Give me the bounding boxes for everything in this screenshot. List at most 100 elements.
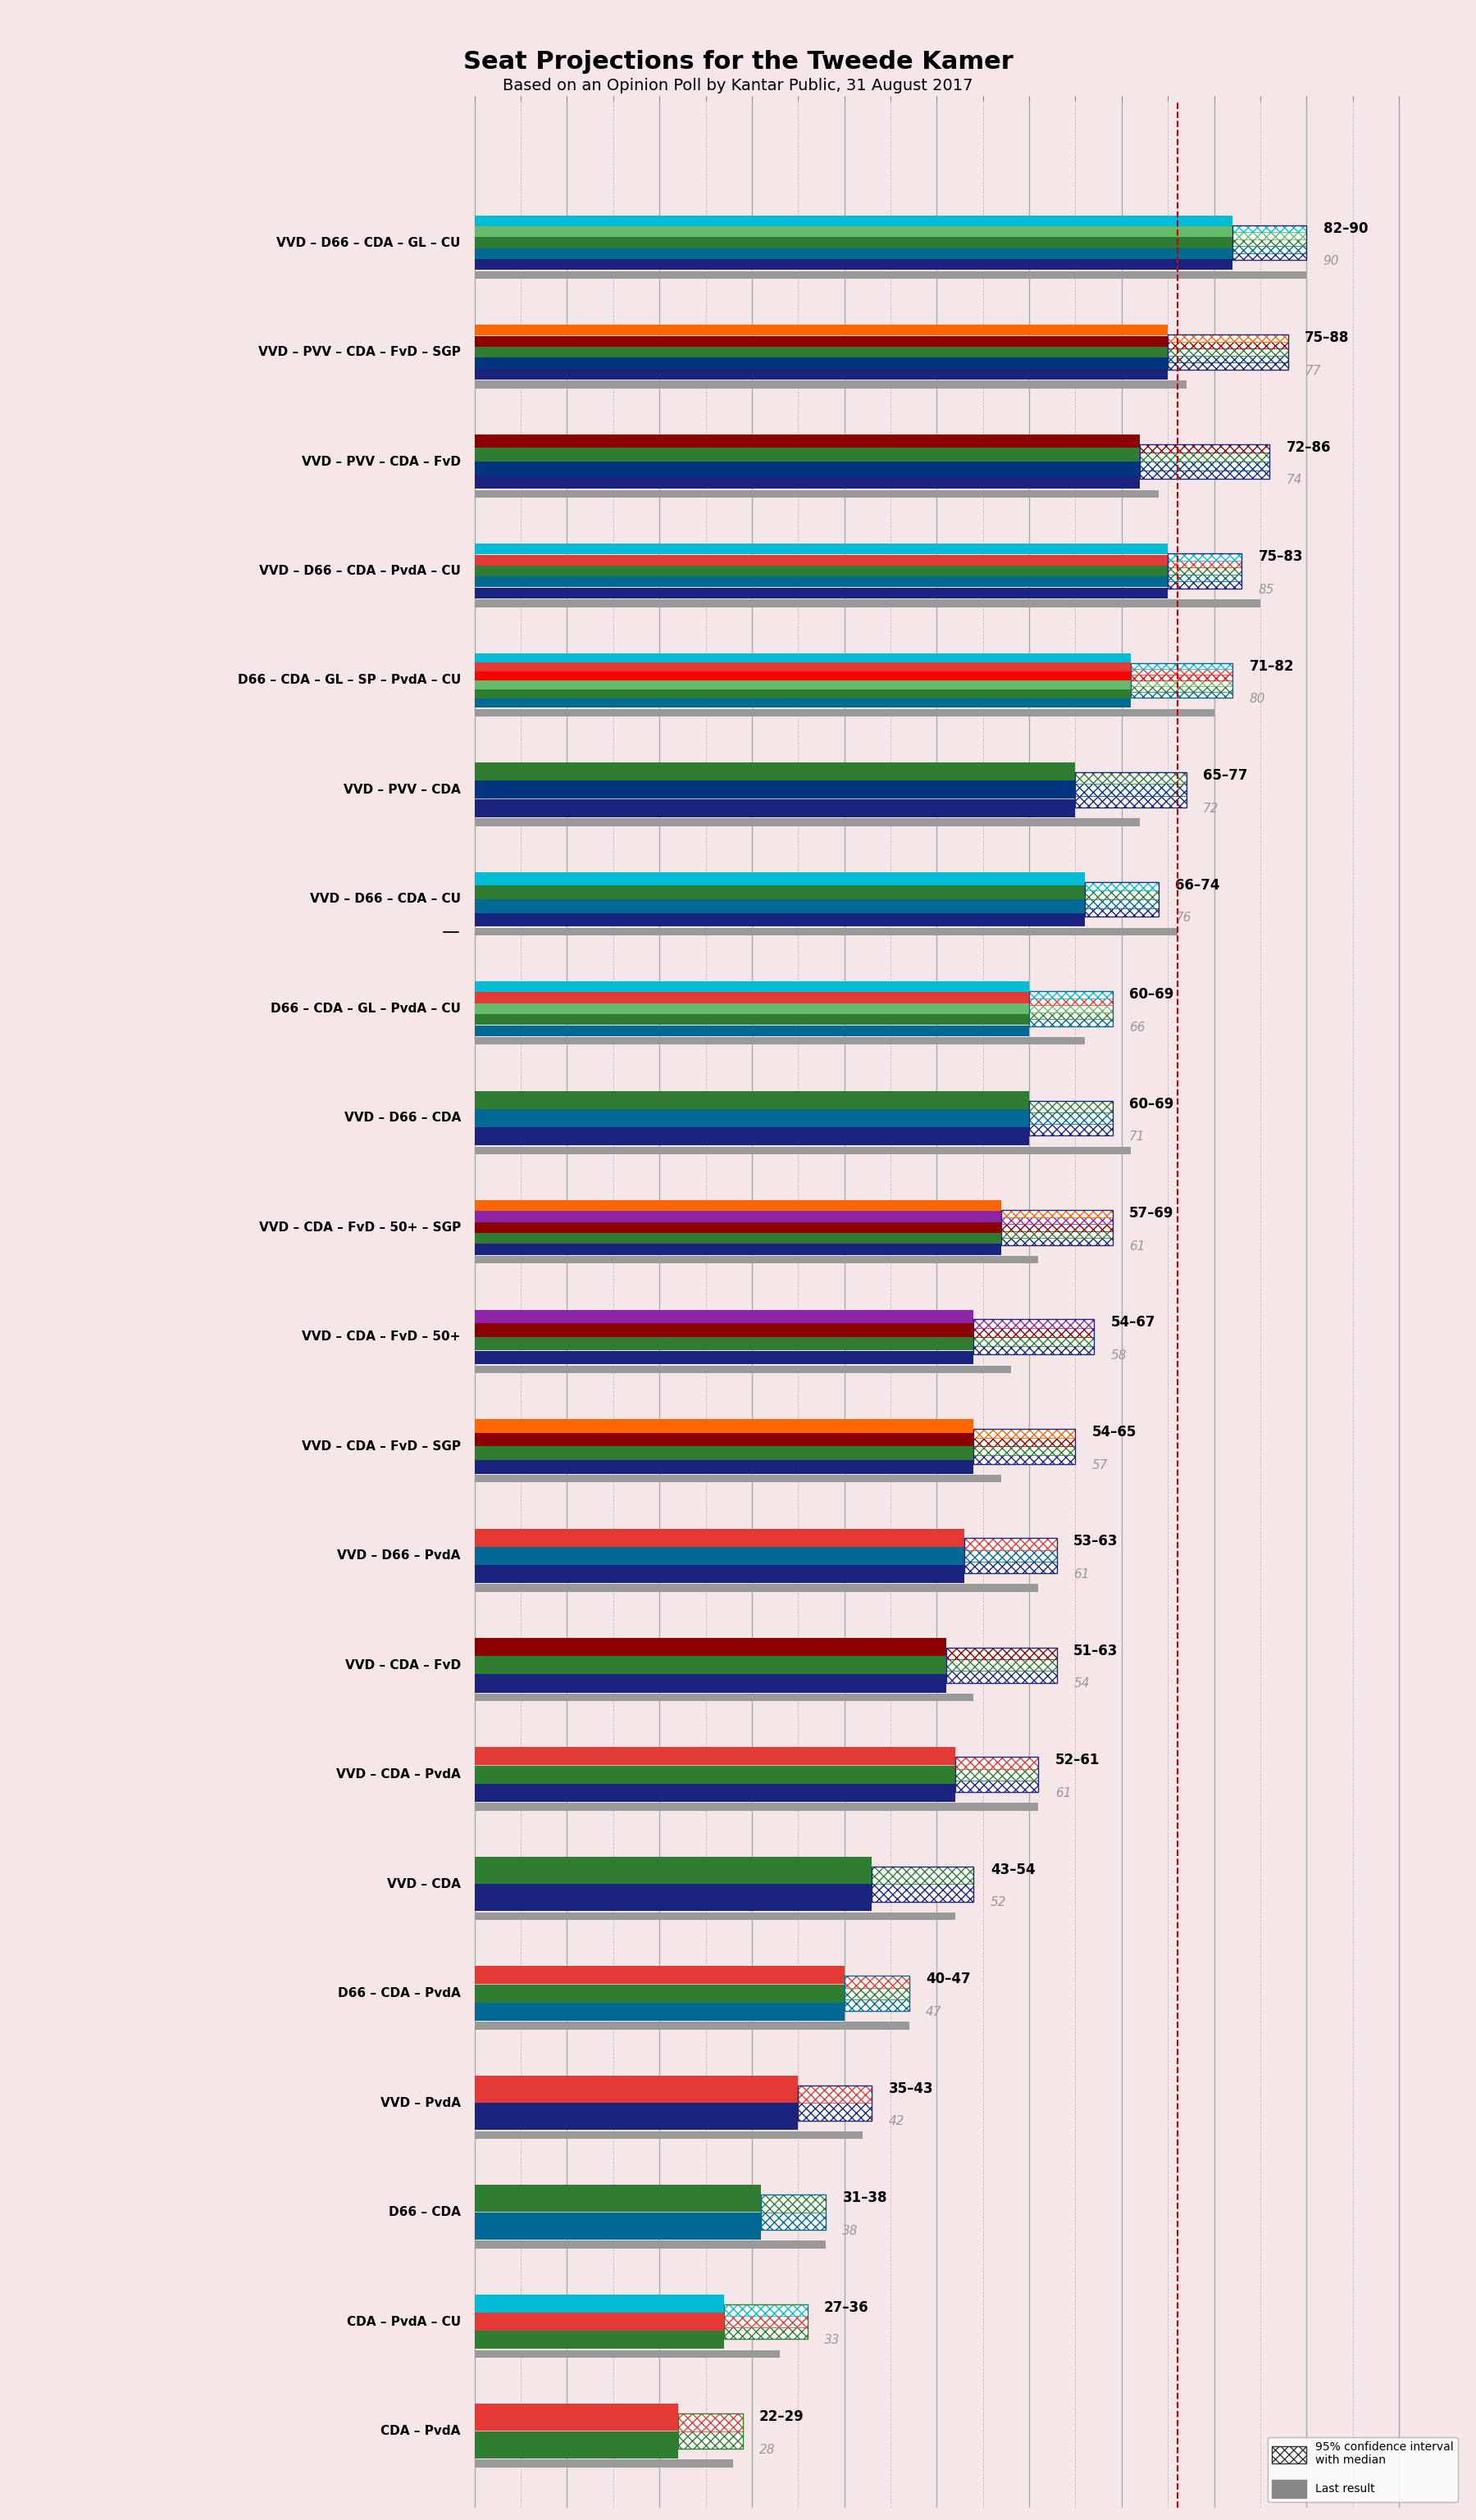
Bar [474,489,1159,496]
Bar [474,2313,725,2331]
Bar [955,1756,1039,1769]
Text: Based on an Opinion Poll by Kantar Public, 31 August 2017: Based on an Opinion Poll by Kantar Publi… [503,78,973,93]
Bar [1232,252,1306,260]
Bar [474,1338,974,1351]
Bar [1002,1230,1113,1237]
Bar [474,1351,974,1363]
Text: VVD – D66 – CDA – PvdA – CU: VVD – D66 – CDA – PvdA – CU [260,564,461,577]
Bar [1085,882,1159,917]
Bar [1029,998,1113,1005]
Bar [1029,1005,1113,1013]
Bar [474,461,1139,476]
Text: 66–74: 66–74 [1175,877,1221,892]
Bar [474,995,1113,1021]
Bar [474,1212,1002,1222]
Bar [474,1983,844,2003]
Text: D66 – CDA – PvdA: D66 – CDA – PvdA [338,1988,461,1998]
Text: 60–69: 60–69 [1129,1096,1173,1111]
Bar [677,2432,742,2449]
Bar [844,1976,909,2011]
Bar [1232,224,1306,260]
Text: 61: 61 [1129,1240,1145,1252]
Text: D66 – CDA: D66 – CDA [388,2205,461,2218]
Text: VVD – CDA – FvD – 50+ – SGP: VVD – CDA – FvD – 50+ – SGP [258,1222,461,1235]
Bar [872,1867,974,1885]
Bar [474,1885,872,1910]
Bar [474,2460,734,2467]
Text: VVD – PVV – CDA: VVD – PVV – CDA [344,784,461,796]
Bar [474,232,1306,255]
Bar [799,2087,872,2102]
Bar [474,2003,844,2021]
Text: 53–63: 53–63 [1073,1535,1119,1550]
Bar [474,2351,779,2359]
Bar [1076,796,1187,806]
Bar [474,927,1178,935]
Bar [474,2021,909,2029]
Legend: 95% confidence interval
with median, Last result: 95% confidence interval with median, Las… [1268,2437,1458,2502]
Text: 22–29: 22–29 [759,2409,804,2424]
Text: D66 – CDA – GL – SP – PvdA – CU: D66 – CDA – GL – SP – PvdA – CU [238,675,461,685]
Bar [474,335,1168,348]
Bar [1131,668,1232,675]
Bar [474,1802,1039,1812]
Text: Seat Projections for the Tweede Kamer: Seat Projections for the Tweede Kamer [463,50,1013,73]
Bar [474,2240,827,2248]
Bar [474,680,1131,690]
Bar [974,1338,1094,1346]
Bar [474,1326,1094,1348]
Bar [946,1671,1057,1683]
Bar [1131,675,1232,680]
Bar [474,698,1131,708]
Bar [964,1562,1057,1572]
Bar [1168,335,1289,343]
Bar [474,214,1232,227]
Text: 75–83: 75–83 [1259,549,1303,564]
Bar [474,872,1085,885]
Bar [1029,1124,1113,1137]
Bar [872,1885,974,1903]
Bar [1029,1101,1113,1111]
Bar [474,764,1076,781]
Text: VVD – PVV – CDA – FvD – SGP: VVD – PVV – CDA – FvD – SGP [258,345,461,358]
Bar [474,381,1187,388]
Text: 61: 61 [1073,1567,1089,1580]
Bar [955,1769,1039,1782]
Bar [474,237,1232,247]
Bar [725,2316,807,2328]
Bar [474,544,1168,554]
Text: 54: 54 [1073,1678,1089,1691]
Bar [799,2087,872,2119]
Bar [474,912,1085,927]
Bar [1168,554,1241,559]
Bar [964,1537,1057,1572]
Text: VVD – CDA – FvD – 50+: VVD – CDA – FvD – 50+ [303,1331,461,1343]
Bar [946,1658,1057,1671]
Bar [474,2076,799,2102]
Bar [474,1026,1029,1036]
Text: 76: 76 [1175,912,1191,925]
Bar [1029,990,1113,1026]
Text: 80: 80 [1249,693,1265,706]
Bar [474,1038,1085,1046]
Bar [474,799,1076,816]
Text: 57–69: 57–69 [1129,1207,1173,1220]
Bar [474,433,1139,449]
Bar [474,1091,1029,1109]
Bar [474,340,1289,365]
Bar [1085,907,1159,917]
Text: 60–69: 60–69 [1129,988,1173,1003]
Bar [474,227,1232,237]
Bar [1131,663,1232,668]
Bar [474,1232,1002,1245]
Bar [474,577,1168,587]
Bar [974,1429,1076,1436]
Bar [474,1638,946,1656]
Bar [474,2092,872,2114]
Text: VVD – CDA – FvD: VVD – CDA – FvD [345,1658,461,1671]
Bar [474,260,1232,270]
Bar [474,1434,974,1446]
Bar [474,819,1139,827]
Text: 43–54: 43–54 [990,1862,1035,1877]
Text: 35–43: 35–43 [889,2082,933,2097]
